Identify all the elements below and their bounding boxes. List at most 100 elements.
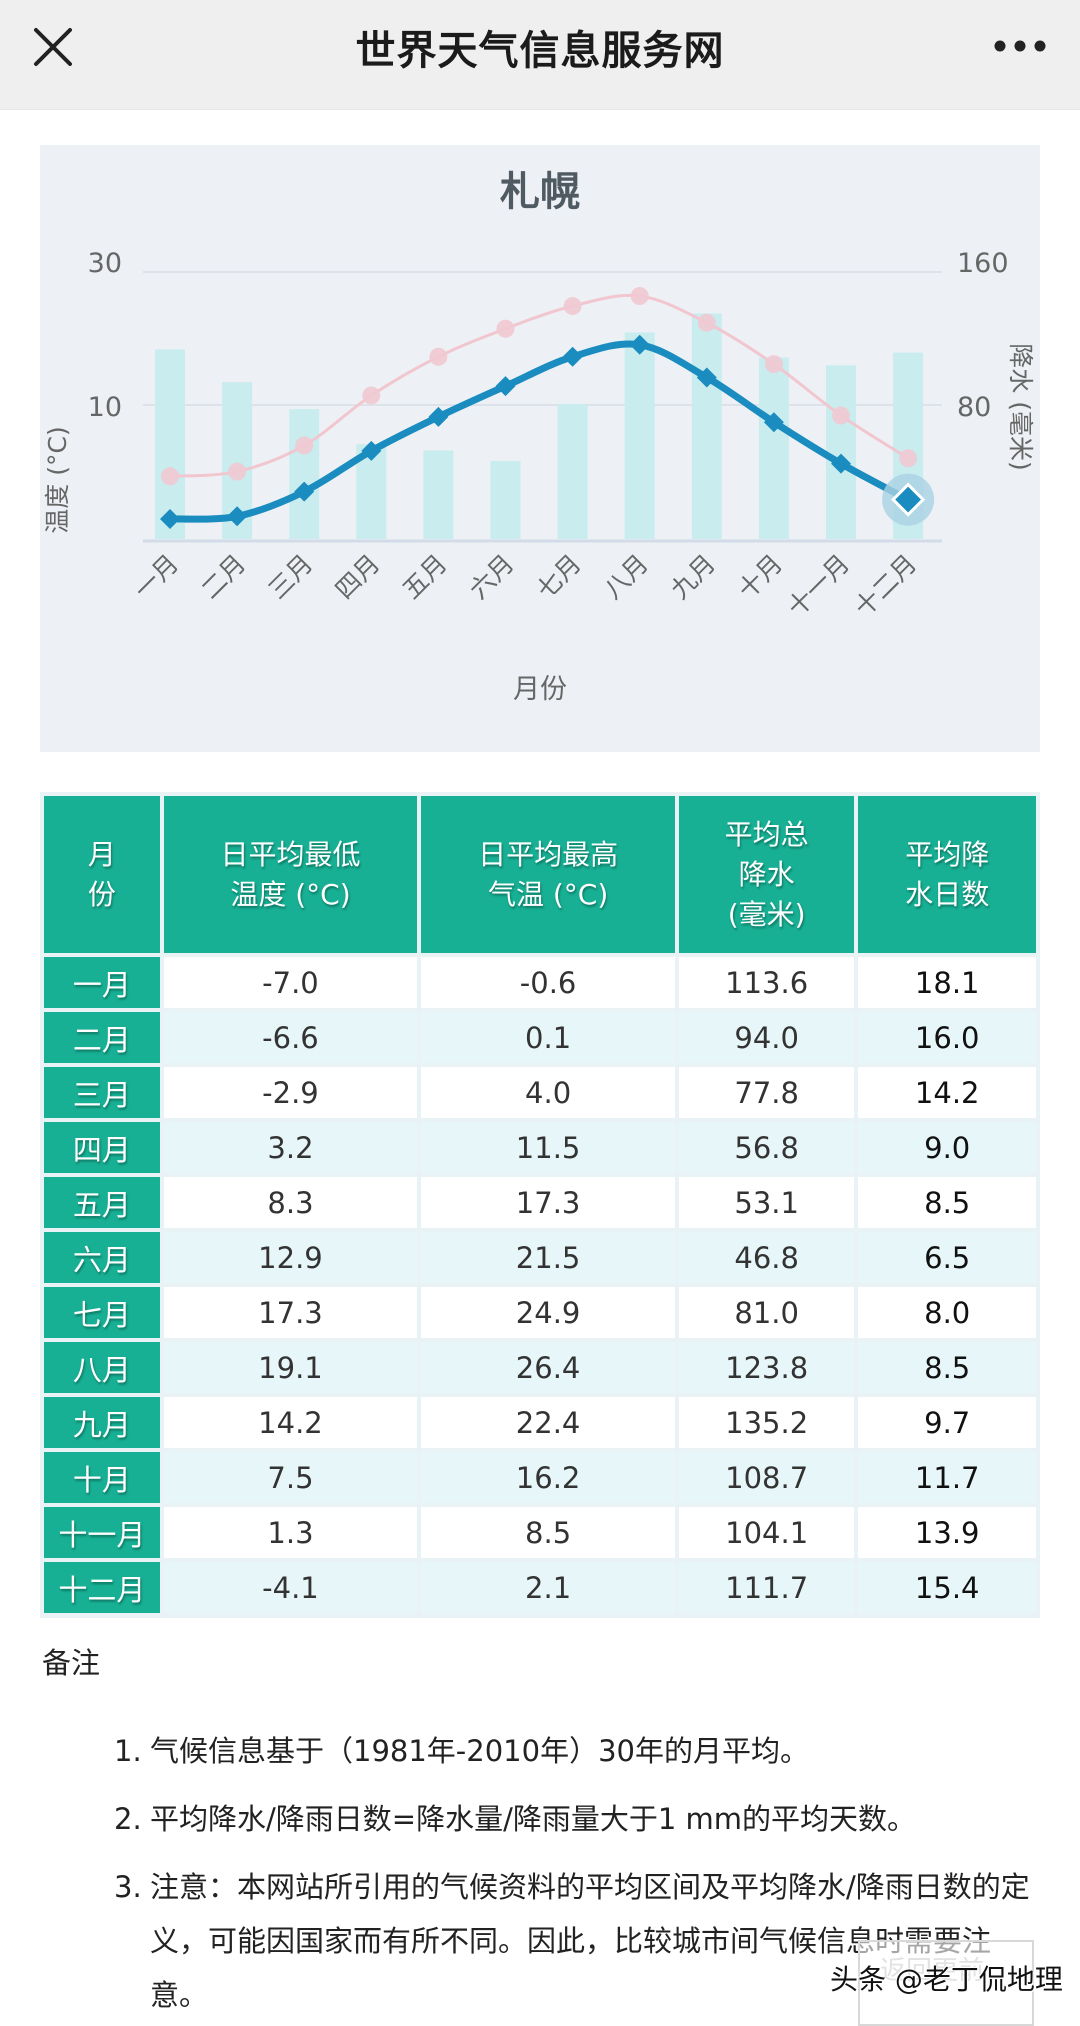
month-cell: 十月 bbox=[44, 1452, 160, 1503]
precip-bar[interactable] bbox=[155, 349, 185, 539]
min-temp-point[interactable] bbox=[562, 346, 583, 367]
column-header-line: 水日数 bbox=[905, 877, 990, 911]
precip-days-cell: 18.1 bbox=[858, 957, 1036, 1008]
table-row: 二月 -6.6 0.1 94.0 16.0 bbox=[44, 1012, 1036, 1063]
note-item: 2. 平均降水/降雨日数=降水量/降雨量大于1 mm的平均天数。 bbox=[114, 1792, 1042, 1846]
max-temp-cell: 11.5 bbox=[421, 1122, 675, 1173]
back-to-top-label: 返回更前 bbox=[880, 1956, 985, 1986]
min-temp-point[interactable] bbox=[361, 440, 382, 461]
x-axis-label: 二月 bbox=[195, 549, 251, 605]
precip-days-cell: 9.0 bbox=[858, 1122, 1036, 1173]
precip-days-cell: 9.7 bbox=[858, 1397, 1036, 1448]
precip-bar[interactable] bbox=[691, 313, 722, 539]
min-temp-point[interactable] bbox=[831, 453, 851, 474]
table-row: 三月 -2.9 4.0 77.8 14.2 bbox=[44, 1067, 1036, 1118]
min-temp-point[interactable] bbox=[227, 506, 248, 527]
table-row: 七月 17.3 24.9 81.0 8.0 bbox=[44, 1287, 1036, 1338]
table-row: 六月 12.9 21.5 46.8 6.5 bbox=[44, 1232, 1036, 1283]
x-axis-label: 三月 bbox=[263, 549, 319, 605]
min-temp-point[interactable] bbox=[763, 412, 784, 433]
notes-section: 备注 1. 气候信息基于（1981年-2010年）30年的月平均。 2. 平均降水/降… bbox=[42, 1640, 1042, 2026]
more-button[interactable] bbox=[990, 26, 1050, 66]
max-temp-point[interactable] bbox=[563, 297, 582, 316]
max-temp-point[interactable] bbox=[362, 386, 381, 405]
min-temp-point[interactable] bbox=[696, 367, 717, 388]
y-left-tick: 10 bbox=[88, 392, 122, 423]
column-header-line: 降水 bbox=[738, 857, 795, 891]
note-text: 注意：本网站所引用的气候资料的平均区间及平均降水/降雨日数的定义，可能因国家而有… bbox=[150, 1870, 1030, 2012]
y-left-tick: 30 bbox=[88, 248, 122, 279]
precip-cell: 108.7 bbox=[678, 1452, 855, 1503]
x-axis-label: 九月 bbox=[665, 549, 721, 605]
month-cell: 二月 bbox=[44, 1012, 160, 1063]
precip-cell: 94.0 bbox=[678, 1012, 855, 1063]
precip-bar[interactable] bbox=[289, 409, 320, 539]
min-temp-point[interactable] bbox=[428, 406, 449, 427]
precip-days-cell: 6.5 bbox=[858, 1232, 1036, 1283]
month-cell: 七月 bbox=[44, 1287, 160, 1338]
back-to-top-overlay[interactable]: 返回更前 bbox=[858, 1940, 1034, 2026]
max-temp-point[interactable] bbox=[295, 436, 314, 455]
precip-bar[interactable] bbox=[826, 365, 856, 539]
column-header: 平均总 降水 (毫米) bbox=[678, 796, 855, 953]
max-temp-cell: 8.5 bbox=[421, 1507, 675, 1558]
column-header: 日平均最高 气温 (°C) bbox=[421, 796, 675, 953]
column-header-line: 月 bbox=[87, 837, 116, 871]
note-number: 1. bbox=[114, 1734, 142, 1768]
table-row: 四月 3.2 11.5 56.8 9.0 bbox=[44, 1122, 1036, 1173]
max-temp-cell: 2.1 bbox=[421, 1562, 675, 1613]
month-cell: 十一月 bbox=[44, 1507, 160, 1558]
precip-bar[interactable] bbox=[490, 460, 521, 539]
precip-bar[interactable] bbox=[624, 332, 655, 539]
precip-days-cell: 16.0 bbox=[858, 1012, 1036, 1063]
min-temp-point[interactable] bbox=[890, 482, 926, 517]
note-number: 2. bbox=[114, 1802, 142, 1836]
table-row: 十二月 -4.1 2.1 111.7 15.4 bbox=[44, 1562, 1036, 1613]
precip-cell: 113.6 bbox=[678, 957, 855, 1008]
max-temp-point[interactable] bbox=[496, 319, 515, 338]
max-temp-point[interactable] bbox=[764, 355, 783, 374]
precip-cell: 135.2 bbox=[678, 1397, 855, 1448]
min-temp-cell: 1.3 bbox=[163, 1507, 418, 1558]
column-header-line: 日平均最低 bbox=[220, 837, 361, 871]
top-bar: 世界天气信息服务网 bbox=[0, 0, 1080, 110]
x-axis-label: 八月 bbox=[598, 549, 654, 605]
precip-days-cell: 8.5 bbox=[858, 1177, 1036, 1228]
min-temp-cell: -4.1 bbox=[163, 1562, 418, 1613]
column-header: 月份 bbox=[44, 796, 160, 953]
precip-days-cell: 15.4 bbox=[858, 1562, 1036, 1613]
precip-cell: 81.0 bbox=[678, 1287, 855, 1338]
max-temp-point[interactable] bbox=[429, 347, 448, 366]
close-button[interactable] bbox=[30, 22, 78, 70]
min-temp-point[interactable] bbox=[629, 334, 650, 355]
min-temp-cell: 7.5 bbox=[163, 1452, 418, 1503]
min-temp-cell: -2.9 bbox=[163, 1067, 418, 1118]
note-text: 气候信息基于（1981年-2010年）30年的月平均。 bbox=[150, 1734, 809, 1768]
table-row: 九月 14.2 22.4 135.2 9.7 bbox=[44, 1397, 1036, 1448]
min-temp-cell: -6.6 bbox=[163, 1012, 418, 1063]
max-temp-point[interactable] bbox=[697, 313, 716, 332]
precip-bar[interactable] bbox=[557, 403, 588, 539]
min-temp-point[interactable] bbox=[294, 481, 315, 502]
min-temp-point[interactable] bbox=[495, 376, 516, 397]
max-temp-cell: 21.5 bbox=[421, 1232, 675, 1283]
max-temp-point[interactable] bbox=[161, 467, 179, 486]
month-cell: 一月 bbox=[44, 957, 160, 1008]
precip-cell: 111.7 bbox=[678, 1562, 855, 1613]
month-cell: 六月 bbox=[44, 1232, 160, 1283]
precip-bar[interactable] bbox=[758, 357, 789, 539]
max-temp-point[interactable] bbox=[899, 449, 918, 468]
max-temp-point[interactable] bbox=[228, 462, 247, 481]
table-row: 八月 19.1 26.4 123.8 8.5 bbox=[44, 1342, 1036, 1393]
notes-list: 1. 气候信息基于（1981年-2010年）30年的月平均。 2. 平均降水/降雨日数… bbox=[42, 1724, 1042, 2022]
column-header-line: 平均降 bbox=[905, 837, 990, 871]
precip-cell: 56.8 bbox=[678, 1122, 855, 1173]
min-temp-line bbox=[160, 334, 935, 529]
column-header-line: 份 bbox=[87, 877, 116, 911]
max-temp-cell: 17.3 bbox=[421, 1177, 675, 1228]
max-temp-point[interactable] bbox=[630, 287, 649, 306]
x-axis-label: 五月 bbox=[397, 549, 453, 605]
min-temp-cell: -7.0 bbox=[163, 957, 418, 1008]
max-temp-point[interactable] bbox=[832, 406, 850, 425]
precip-bar[interactable] bbox=[423, 450, 454, 539]
